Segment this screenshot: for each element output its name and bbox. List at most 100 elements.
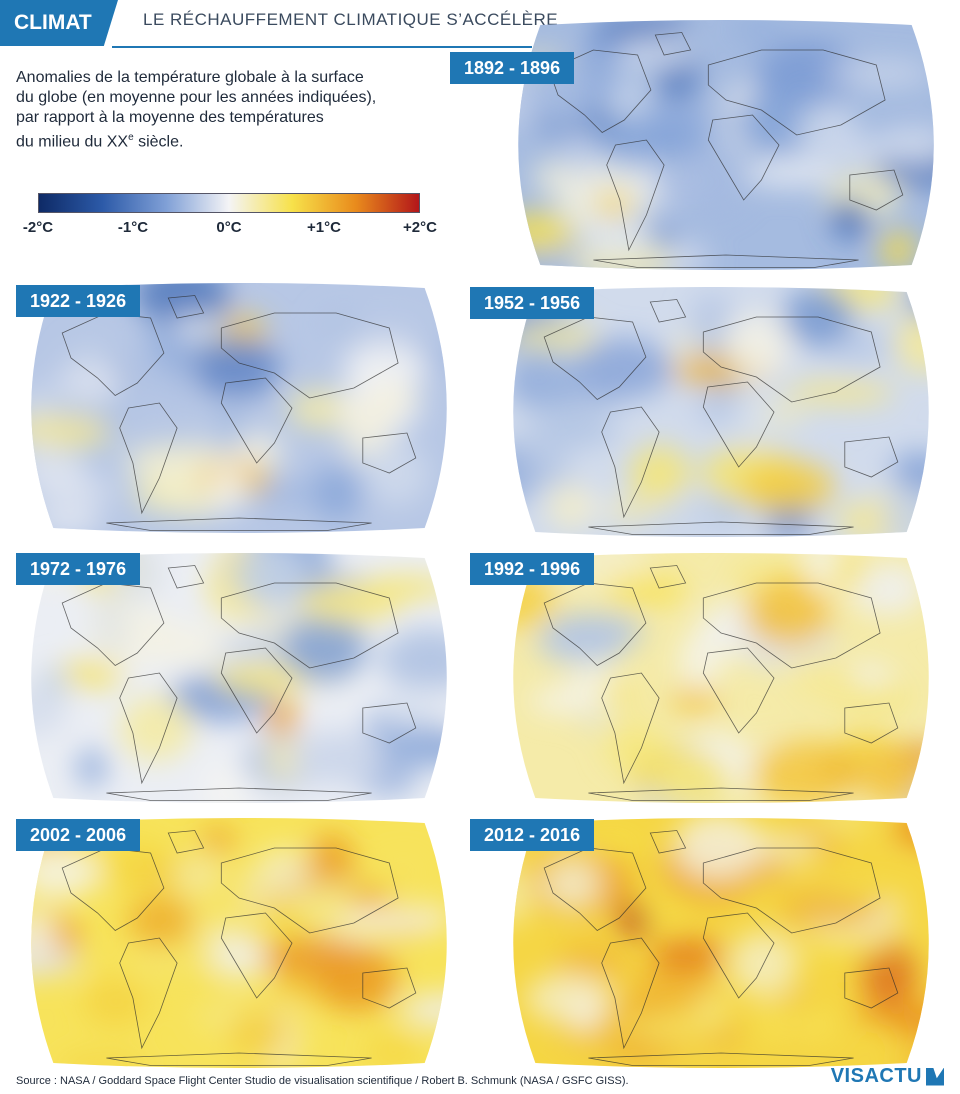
intro-line-4: du milieu du XXe siècle.: [16, 128, 436, 152]
color-scale-bar: [38, 193, 420, 213]
legend-tick-min: -2°C: [22, 219, 54, 236]
continent-outline: [649, 565, 687, 589]
anomaly-patch: [364, 1031, 422, 1068]
intro-line-4-sup: e: [128, 132, 134, 143]
continent-outline: [220, 582, 399, 669]
year-label-2002-2006: 2002 - 2006: [16, 819, 141, 851]
brand-logo: VISACTU: [831, 1065, 944, 1088]
anomaly-patch: [570, 996, 601, 1032]
anomaly-patch: [880, 230, 916, 270]
anomaly-patch: [791, 659, 859, 701]
continent-outline: [119, 937, 178, 1050]
continent-outline: [106, 787, 372, 801]
continent-outline: [220, 312, 399, 399]
anomaly-patch: [83, 977, 147, 1027]
anomaly-patch: [175, 854, 223, 895]
continent-outline: [106, 1052, 372, 1066]
anomaly-patch: [825, 61, 934, 87]
anomaly-patch: [378, 686, 447, 727]
anomaly-patch: [118, 696, 193, 762]
year-label-1992-1996: 1992 - 1996: [470, 553, 595, 585]
anomaly-patch: [127, 894, 195, 947]
anomaly-patch: [214, 661, 314, 695]
intro-text: Anomalies de la température globale à la…: [16, 68, 436, 152]
continent-outline: [593, 254, 859, 268]
continent-outline: [543, 847, 647, 931]
legend-tick-zero: 0°C: [216, 219, 242, 236]
anomaly-patch: [348, 885, 392, 912]
anomaly-patch: [640, 500, 726, 537]
anomaly-patch: [212, 399, 247, 450]
continent-outline: [106, 517, 372, 531]
anomaly-patch: [531, 162, 571, 191]
anomaly-patch: [251, 482, 317, 506]
anomaly-patch: [615, 38, 695, 69]
anomaly-patch: [399, 993, 447, 1027]
anomaly-patch: [310, 465, 363, 521]
year-label-1972-1976: 1972 - 1976: [16, 553, 141, 585]
continent-outline: [167, 295, 205, 319]
anomaly-patch: [281, 614, 367, 682]
anomaly-patch: [342, 342, 428, 393]
anomaly-patch: [757, 40, 861, 109]
continent-outline: [649, 299, 687, 323]
intro-line-1: Anomalies de la température globale à la…: [16, 69, 364, 86]
anomaly-patch: [734, 377, 768, 447]
year-label-1922-1926: 1922 - 1926: [16, 285, 141, 317]
anomaly-patch: [753, 740, 858, 803]
continent-outline: [702, 847, 881, 934]
continent-outline: [601, 937, 660, 1050]
anomaly-patch: [31, 440, 62, 495]
continent-outline: [220, 912, 293, 999]
anomaly-patch: [625, 1013, 731, 1043]
section-tag: CLIMAT: [0, 0, 118, 46]
continent-outline: [543, 316, 647, 400]
anomaly-patch: [744, 580, 832, 647]
anomaly-patch: [31, 846, 101, 899]
continent-outline: [362, 967, 417, 1009]
anomaly-patch: [743, 158, 840, 188]
continent-outline: [167, 830, 205, 854]
continent-outline: [588, 1052, 854, 1066]
continent-outline: [702, 647, 775, 734]
anomaly-patch: [571, 338, 673, 399]
brand-logo-text: VISACTU: [830, 1065, 922, 1087]
intro-line-4-suffix: siècle.: [133, 133, 184, 151]
map-1992-1996: [500, 553, 942, 803]
anomaly-patch: [340, 907, 447, 935]
anomaly-patch: [652, 937, 724, 974]
anomaly-patch: [314, 945, 399, 1012]
continent-outline: [601, 406, 660, 519]
anomaly-patch: [834, 877, 919, 901]
world-map: [31, 818, 447, 1068]
anomaly-patch: [533, 445, 570, 491]
anomaly-patch: [52, 660, 125, 689]
anomaly-patch: [729, 20, 788, 41]
continent-outline: [606, 139, 665, 252]
anomaly-patch: [670, 686, 721, 714]
anomaly-patch: [264, 698, 300, 738]
anomaly-patch: [583, 691, 620, 725]
continent-outline: [654, 32, 692, 56]
anomaly-patch: [378, 627, 447, 693]
anomaly-patch: [658, 151, 748, 215]
anomaly-patch: [227, 1009, 292, 1058]
anomaly-patch: [750, 1003, 841, 1046]
map-2002-2006: [18, 818, 460, 1068]
legend-tick-pos1: +1°C: [307, 219, 341, 236]
anomaly-patch: [513, 348, 579, 412]
intro-line-2: du globe (en moyenne pour les années ind…: [16, 89, 377, 106]
continent-outline: [220, 847, 399, 934]
brand-logo-mark-icon: [926, 1067, 944, 1086]
continent-outline: [362, 702, 417, 744]
continent-outline: [849, 169, 904, 211]
continent-outline: [588, 787, 854, 801]
legend-tick-max: +2°C: [403, 219, 437, 236]
anomaly-patch: [628, 445, 691, 502]
continent-outline: [844, 967, 899, 1009]
anomaly-patch: [542, 613, 645, 651]
anomaly-patch: [570, 241, 674, 270]
anomaly-patch: [76, 748, 108, 788]
continent-outline: [649, 830, 687, 854]
anomaly-patch: [579, 831, 647, 852]
